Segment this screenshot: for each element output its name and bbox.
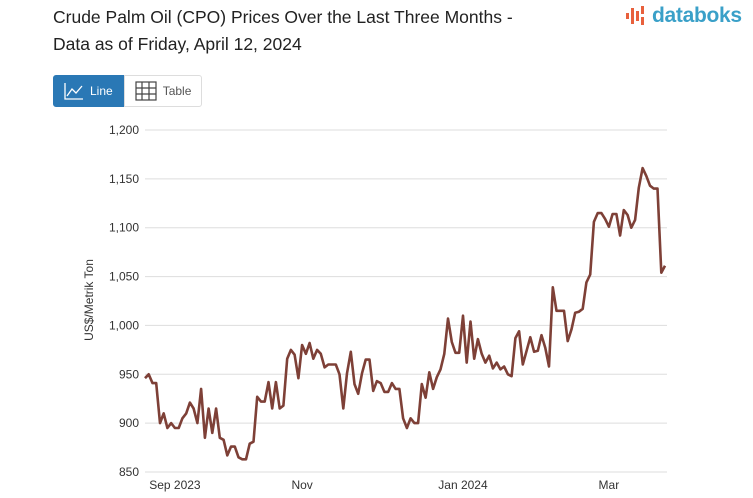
y-tick-label: 900 <box>119 416 139 430</box>
table-view-button[interactable]: Table <box>123 75 203 107</box>
line-label: Line <box>90 84 113 98</box>
logo-text: databoks <box>652 4 742 27</box>
table-icon <box>135 81 157 101</box>
y-tick-label: 1,050 <box>109 270 139 284</box>
y-tick-label: 1,100 <box>109 221 139 235</box>
y-tick-label: 1,200 <box>109 123 139 137</box>
logo-bars-icon <box>626 6 644 25</box>
title-line-2: Data as of Friday, April 12, 2024 <box>53 34 302 54</box>
table-label: Table <box>162 84 192 98</box>
view-toggle: Line Table <box>53 75 203 107</box>
x-tick-label: Nov <box>291 478 312 492</box>
y-axis-label: US$/Metrik Ton <box>82 259 96 341</box>
y-tick-label: 1,150 <box>109 172 139 186</box>
line-chart-icon <box>64 83 83 100</box>
chart-title: Crude Palm Oil (CPO) Prices Over the Las… <box>53 4 593 58</box>
title-line-1: Crude Palm Oil (CPO) Prices Over the Las… <box>53 7 513 27</box>
price-series-line <box>144 166 667 461</box>
y-tick-label: 950 <box>119 367 139 381</box>
x-tick-label: Mar <box>599 478 620 492</box>
x-tick-label: Sep 2023 <box>149 478 201 492</box>
x-tick-label: Jan 2024 <box>438 478 488 492</box>
line-view-button[interactable]: Line <box>53 75 124 107</box>
y-tick-label: 850 <box>119 465 139 479</box>
databoks-logo: databoks <box>626 4 742 28</box>
y-tick-label: 1,000 <box>109 318 139 332</box>
